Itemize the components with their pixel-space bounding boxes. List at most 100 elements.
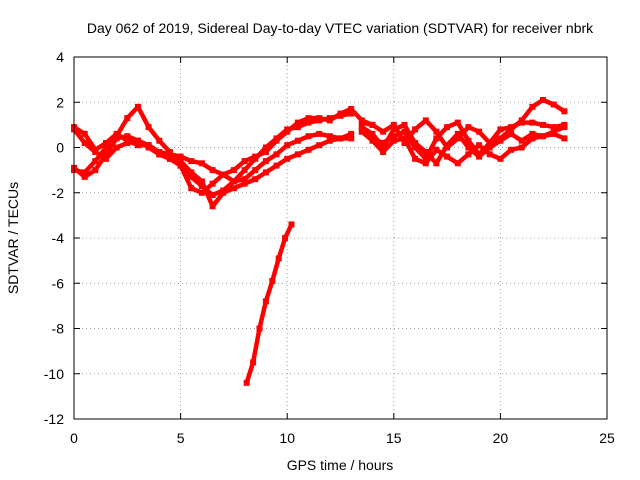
data-point bbox=[273, 162, 280, 169]
data-point bbox=[358, 124, 365, 131]
data-point bbox=[92, 158, 99, 165]
data-point bbox=[252, 167, 259, 174]
data-point bbox=[476, 128, 483, 135]
data-point bbox=[269, 278, 276, 284]
data-point bbox=[156, 137, 163, 144]
y-tick-label: -8 bbox=[52, 321, 65, 337]
data-point bbox=[230, 167, 237, 174]
data-point bbox=[198, 160, 205, 167]
data-point bbox=[81, 173, 88, 180]
data-point bbox=[433, 135, 440, 142]
data-point bbox=[433, 146, 440, 153]
data-point bbox=[262, 158, 269, 165]
data-point bbox=[305, 146, 312, 153]
x-tick-label: 20 bbox=[493, 430, 509, 446]
data-point bbox=[294, 137, 301, 144]
data-point bbox=[135, 137, 141, 144]
data-point bbox=[288, 221, 295, 228]
data-point bbox=[476, 142, 483, 149]
data-point bbox=[92, 149, 99, 155]
data-point bbox=[177, 158, 184, 165]
data-point bbox=[444, 142, 451, 149]
data-point bbox=[390, 137, 397, 144]
series-track-8 bbox=[358, 128, 568, 167]
x-tick-label: 25 bbox=[599, 430, 615, 446]
data-point bbox=[145, 124, 152, 131]
data-point bbox=[113, 133, 120, 140]
data-point bbox=[284, 142, 291, 149]
series-track-9 bbox=[243, 221, 295, 386]
data-point bbox=[124, 115, 131, 122]
y-tick-label: 4 bbox=[56, 49, 64, 65]
data-point bbox=[198, 189, 205, 196]
data-point bbox=[305, 119, 312, 126]
data-point bbox=[422, 155, 429, 162]
y-tick-label: -4 bbox=[52, 230, 65, 246]
data-point bbox=[401, 135, 408, 142]
data-point bbox=[209, 180, 216, 187]
data-point bbox=[454, 160, 461, 167]
data-point bbox=[380, 144, 387, 151]
data-point bbox=[529, 103, 536, 110]
data-point bbox=[262, 149, 269, 155]
data-point bbox=[369, 130, 376, 137]
data-point bbox=[241, 176, 248, 183]
data-point bbox=[497, 126, 504, 133]
data-point bbox=[529, 119, 536, 126]
data-point bbox=[380, 128, 387, 135]
data-point bbox=[273, 151, 280, 158]
data-point bbox=[486, 144, 493, 151]
data-point bbox=[412, 144, 419, 151]
data-point bbox=[348, 106, 355, 112]
y-axis-label: SDTVAR / TECUs bbox=[5, 182, 21, 294]
data-point bbox=[454, 135, 461, 142]
x-tick-label: 5 bbox=[177, 430, 185, 446]
data-point bbox=[316, 130, 323, 137]
data-point bbox=[177, 153, 184, 160]
data-point bbox=[465, 151, 472, 158]
data-point bbox=[124, 133, 131, 140]
y-tick-label: -10 bbox=[44, 366, 64, 382]
data-point bbox=[412, 126, 419, 133]
data-point bbox=[230, 178, 237, 185]
data-point bbox=[241, 180, 248, 187]
data-point bbox=[433, 128, 440, 135]
data-point bbox=[124, 140, 131, 146]
data-point bbox=[465, 124, 472, 131]
data-point bbox=[561, 108, 568, 115]
data-point bbox=[188, 173, 195, 180]
data-point bbox=[252, 155, 259, 162]
data-point bbox=[497, 155, 504, 162]
y-tick-label: 0 bbox=[56, 140, 64, 156]
data-point bbox=[284, 126, 291, 133]
data-point bbox=[337, 112, 344, 119]
data-point bbox=[454, 119, 461, 126]
data-point bbox=[316, 117, 323, 124]
data-point bbox=[497, 137, 504, 144]
data-point bbox=[401, 128, 408, 135]
series-track-4 bbox=[71, 126, 355, 210]
data-point bbox=[518, 119, 525, 126]
data-point bbox=[561, 135, 568, 142]
data-point bbox=[256, 325, 263, 332]
data-point bbox=[508, 146, 515, 153]
data-point bbox=[220, 171, 227, 178]
data-point bbox=[262, 169, 269, 176]
data-point bbox=[275, 255, 282, 262]
data-point bbox=[252, 176, 259, 183]
data-point bbox=[422, 149, 429, 155]
data-point bbox=[156, 151, 163, 158]
data-point bbox=[305, 115, 312, 122]
data-point bbox=[209, 203, 216, 210]
data-point bbox=[465, 137, 472, 144]
data-point bbox=[401, 121, 408, 128]
data-point bbox=[561, 124, 568, 131]
data-point bbox=[198, 178, 205, 185]
data-point bbox=[433, 160, 440, 167]
data-point bbox=[188, 169, 195, 176]
data-point bbox=[282, 235, 289, 241]
data-point bbox=[250, 359, 257, 366]
data-point bbox=[177, 162, 184, 169]
y-tick-label: 2 bbox=[56, 94, 64, 110]
